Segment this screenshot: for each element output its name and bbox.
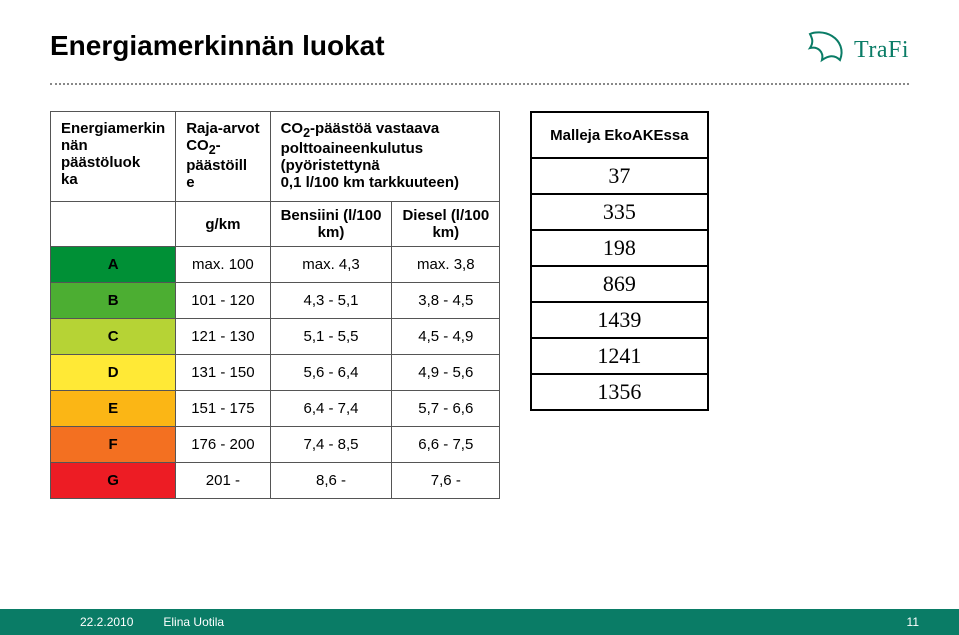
petrol-cell: 5,1 - 5,5: [270, 319, 392, 355]
table-row: 869: [531, 266, 707, 302]
class-cell: D: [51, 355, 176, 391]
table-row: 1241: [531, 338, 707, 374]
footer-date: 22.2.2010: [80, 615, 133, 629]
petrol-cell: 8,6 -: [270, 463, 392, 499]
diesel-cell: max. 3,8: [392, 247, 500, 283]
emission-class-table: Energiamerkinnänpäästöluokka Raja-arvotC…: [50, 111, 500, 499]
col-sub-petrol: Bensiini (l/100km): [270, 202, 392, 247]
table-row: G201 -8,6 -7,6 -: [51, 463, 500, 499]
slide-footer: 22.2.2010 Elina Uotila 11: [0, 609, 959, 635]
table-row: B101 - 1204,3 - 5,13,8 - 4,5: [51, 283, 500, 319]
col-header-class: Energiamerkinnänpäästöluokka: [51, 112, 176, 202]
diesel-cell: 7,6 -: [392, 463, 500, 499]
petrol-cell: max. 4,3: [270, 247, 392, 283]
side-table-header: Malleja EkoAKEssa: [531, 112, 707, 158]
gkm-cell: 101 - 120: [176, 283, 270, 319]
table-row: 1356: [531, 374, 707, 410]
trafi-logo: TraFi: [804, 30, 909, 71]
petrol-cell: 7,4 - 8,5: [270, 427, 392, 463]
divider: [50, 83, 909, 85]
footer-page-number: 11: [907, 615, 919, 629]
model-count-cell: 335: [531, 194, 707, 230]
model-count-table: Malleja EkoAKEssa 3733519886914391241135…: [530, 111, 708, 411]
gkm-cell: 201 -: [176, 463, 270, 499]
table-row: 1439: [531, 302, 707, 338]
gkm-cell: 151 - 175: [176, 391, 270, 427]
model-count-cell: 1356: [531, 374, 707, 410]
col-sub-gkm: g/km: [176, 202, 270, 247]
diesel-cell: 4,5 - 4,9: [392, 319, 500, 355]
table-row: 37: [531, 158, 707, 194]
class-cell: F: [51, 427, 176, 463]
diesel-cell: 4,9 - 5,6: [392, 355, 500, 391]
col-sub-diesel: Diesel (l/100km): [392, 202, 500, 247]
gkm-cell: max. 100: [176, 247, 270, 283]
model-count-cell: 198: [531, 230, 707, 266]
petrol-cell: 6,4 - 7,4: [270, 391, 392, 427]
class-cell: B: [51, 283, 176, 319]
col-header-consumption: CO2-päästöä vastaavapolttoaineenkulutus(…: [270, 112, 500, 202]
model-count-cell: 869: [531, 266, 707, 302]
class-cell: A: [51, 247, 176, 283]
col-header-limits: Raja-arvotCO2-päästöille: [176, 112, 270, 202]
footer-author: Elina Uotila: [163, 615, 224, 629]
table-row: D131 - 1505,6 - 6,44,9 - 5,6: [51, 355, 500, 391]
content-area: Energiamerkinnänpäästöluokka Raja-arvotC…: [50, 111, 909, 499]
model-count-cell: 1241: [531, 338, 707, 374]
class-cell: G: [51, 463, 176, 499]
class-cell: C: [51, 319, 176, 355]
petrol-cell: 5,6 - 6,4: [270, 355, 392, 391]
gkm-cell: 121 - 130: [176, 319, 270, 355]
table-row: 335: [531, 194, 707, 230]
table-row: E151 - 1756,4 - 7,45,7 - 6,6: [51, 391, 500, 427]
table-row: Amax. 100max. 4,3max. 3,8: [51, 247, 500, 283]
slide: Energiamerkinnän luokat TraFi Energiamer…: [0, 0, 959, 635]
trafi-logo-text: TraFi: [854, 37, 909, 64]
col-sub-class: [51, 202, 176, 247]
gkm-cell: 176 - 200: [176, 427, 270, 463]
petrol-cell: 4,3 - 5,1: [270, 283, 392, 319]
model-count-cell: 1439: [531, 302, 707, 338]
diesel-cell: 5,7 - 6,6: [392, 391, 500, 427]
page-title: Energiamerkinnän luokat: [50, 30, 385, 62]
table-row: F176 - 2007,4 - 8,56,6 - 7,5: [51, 427, 500, 463]
diesel-cell: 6,6 - 7,5: [392, 427, 500, 463]
diesel-cell: 3,8 - 4,5: [392, 283, 500, 319]
model-count-cell: 37: [531, 158, 707, 194]
class-cell: E: [51, 391, 176, 427]
gkm-cell: 131 - 150: [176, 355, 270, 391]
slide-header: Energiamerkinnän luokat TraFi: [50, 30, 909, 71]
table-row: 198: [531, 230, 707, 266]
trafi-bird-icon: [804, 30, 846, 71]
table-row: C121 - 1305,1 - 5,54,5 - 4,9: [51, 319, 500, 355]
